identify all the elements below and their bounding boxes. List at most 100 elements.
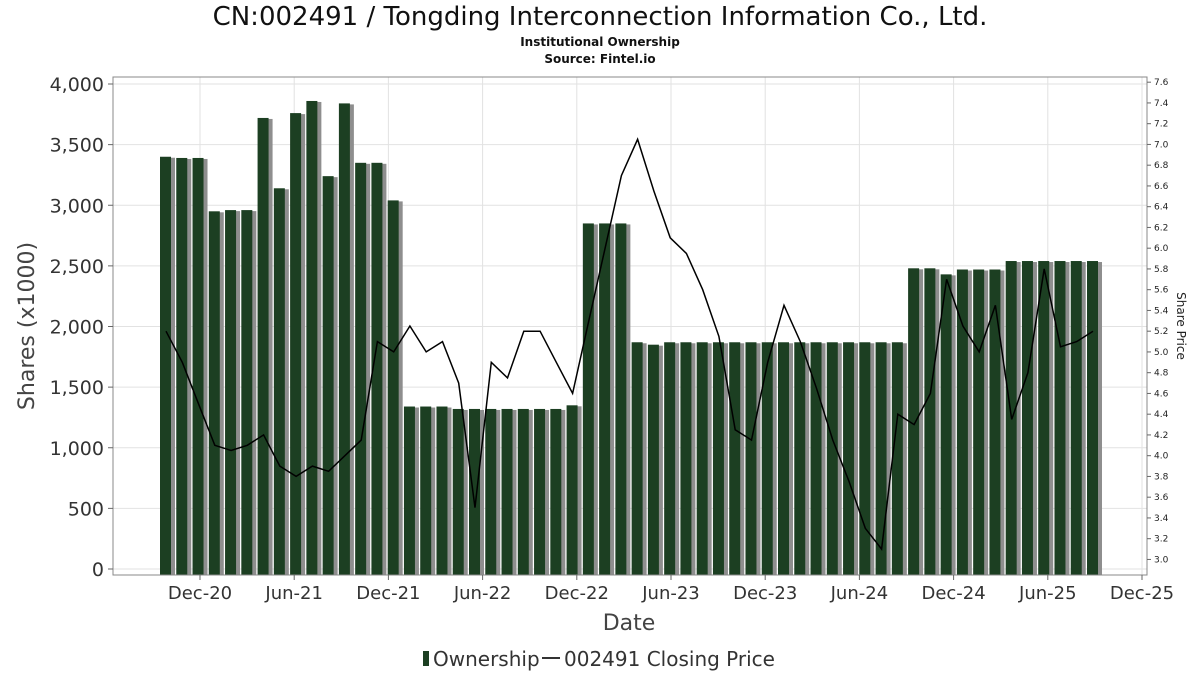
x-tick-label: Dec-25 bbox=[1110, 583, 1174, 604]
ownership-bar bbox=[810, 342, 822, 575]
ownership-bar bbox=[176, 157, 188, 575]
ownership-bar bbox=[924, 268, 936, 575]
y2-tick-label: 3.6 bbox=[1154, 493, 1169, 503]
y2-tick-label: 7.0 bbox=[1154, 140, 1169, 150]
ownership-bar bbox=[989, 269, 1001, 575]
legend-bar-swatch bbox=[423, 651, 429, 666]
ownership-bar bbox=[355, 162, 367, 575]
ownership-bar bbox=[956, 269, 968, 575]
x-tick-label: Dec-22 bbox=[545, 583, 609, 604]
y2-tick-label: 4.6 bbox=[1154, 389, 1169, 399]
ownership-bar bbox=[1038, 261, 1050, 575]
x-tick-label: Dec-20 bbox=[168, 583, 232, 604]
price-line bbox=[165, 137, 1094, 551]
y2-tick-label: 6.6 bbox=[1154, 182, 1169, 192]
y-tick-label: 4,000 bbox=[50, 74, 104, 96]
y2-tick-label: 3.2 bbox=[1154, 535, 1168, 545]
x-tick-label: Dec-24 bbox=[921, 583, 985, 604]
ownership-bar bbox=[859, 342, 871, 575]
y2-tick-label: 4.2 bbox=[1154, 431, 1168, 441]
y2-tick-label: 6.4 bbox=[1154, 203, 1169, 213]
x-tick-label: Jun-23 bbox=[641, 583, 700, 604]
chart-source: Source: Fintel.io bbox=[544, 52, 656, 66]
ownership-bar bbox=[550, 408, 562, 575]
ownership-bar bbox=[485, 408, 497, 575]
y2-tick-label: 3.4 bbox=[1154, 514, 1169, 524]
ownership-bar bbox=[225, 210, 237, 575]
ownership-bar bbox=[338, 103, 350, 575]
ownership-bar bbox=[387, 200, 399, 575]
ownership-bar bbox=[469, 408, 480, 575]
ownership-bars bbox=[160, 100, 1102, 575]
y2-tick-label: 7.4 bbox=[1154, 99, 1169, 109]
ownership-bar bbox=[843, 342, 855, 575]
y2-tick-label: 3.0 bbox=[1154, 555, 1169, 565]
ownership-bar bbox=[664, 342, 676, 575]
ownership-bar bbox=[517, 408, 529, 575]
chart-legend: Ownership 002491 Closing Price bbox=[423, 647, 775, 671]
y-tick-label: 3,500 bbox=[50, 135, 104, 157]
y2-tick-label: 4.0 bbox=[1154, 452, 1169, 462]
ownership-bar bbox=[745, 342, 757, 575]
ownership-bar bbox=[908, 268, 920, 575]
y-axis-label: Shares (x1000) bbox=[15, 242, 40, 410]
ownership-bar bbox=[1021, 261, 1033, 575]
chart-title: CN:002491 / Tongding Interconnection Inf… bbox=[212, 2, 988, 32]
legend-ownership: Ownership bbox=[433, 647, 540, 671]
ownership-bar bbox=[322, 176, 334, 575]
y-tick-label: 2,500 bbox=[50, 256, 104, 278]
ownership-bar bbox=[712, 342, 724, 575]
x-tick-label: Dec-23 bbox=[733, 583, 797, 604]
x-tick-label: Jun-21 bbox=[264, 583, 323, 604]
y2-tick-label: 5.4 bbox=[1154, 306, 1169, 316]
chart-axes: 0 500 1,000 1,500 2,000 2,500 3,000 3,500 4,000 3… bbox=[50, 74, 1175, 604]
ownership-bar bbox=[534, 408, 546, 575]
x-axis-label: Date bbox=[603, 611, 656, 636]
y-tick-label: 2,000 bbox=[50, 317, 104, 339]
ownership-bar bbox=[631, 342, 643, 575]
y2-tick-label: 7.6 bbox=[1154, 78, 1169, 88]
ownership-bar bbox=[1054, 261, 1066, 575]
y-tick-label: 1,500 bbox=[50, 377, 104, 399]
ownership-bar bbox=[778, 342, 789, 575]
ownership-bar bbox=[875, 342, 887, 575]
y-tick-label: 1,000 bbox=[50, 438, 104, 460]
ownership-bar bbox=[615, 223, 627, 575]
y2-tick-label: 7.2 bbox=[1154, 120, 1168, 130]
ownership-bar bbox=[761, 342, 773, 575]
chart-subtitle: Institutional Ownership bbox=[520, 35, 680, 49]
y-tick-label: 0 bbox=[92, 559, 104, 581]
ownership-bar bbox=[826, 342, 838, 575]
ownership-bar bbox=[306, 100, 318, 575]
ownership-bar bbox=[160, 156, 171, 575]
y2-tick-label: 3.8 bbox=[1154, 472, 1169, 482]
ownership-bar bbox=[1070, 261, 1082, 575]
y2-tick-label: 5.6 bbox=[1154, 286, 1169, 296]
price-line-group bbox=[165, 137, 1094, 551]
ownership-bar bbox=[1087, 261, 1098, 575]
ownership-bar bbox=[566, 405, 578, 575]
x-tick-label: Jun-24 bbox=[830, 583, 889, 604]
ownership-bar bbox=[290, 113, 302, 575]
ownership-bar bbox=[696, 342, 708, 575]
ownership-bar bbox=[403, 406, 415, 575]
ownership-bar bbox=[647, 344, 659, 575]
ownership-bar bbox=[273, 188, 285, 575]
ownership-bar bbox=[192, 157, 204, 575]
y2-tick-label: 6.0 bbox=[1154, 244, 1169, 254]
ownership-bar bbox=[257, 117, 269, 575]
ownership-bar bbox=[891, 342, 903, 575]
ownership-bar bbox=[582, 223, 594, 575]
ownership-bar bbox=[371, 162, 383, 575]
ownership-bar bbox=[940, 274, 952, 575]
y2-tick-label: 4.4 bbox=[1154, 410, 1169, 420]
x-tick-label: Jun-25 bbox=[1018, 583, 1077, 604]
ownership-bar bbox=[680, 342, 692, 575]
legend-price: 002491 Closing Price bbox=[564, 647, 775, 671]
y2-tick-label: 6.8 bbox=[1154, 161, 1169, 171]
ownership-bar bbox=[599, 223, 611, 575]
x-tick-label: Dec-21 bbox=[356, 583, 420, 604]
ownership-bar bbox=[501, 408, 513, 575]
ownership-bar bbox=[973, 269, 985, 575]
y2-axis-label: Share Price bbox=[1174, 292, 1188, 360]
